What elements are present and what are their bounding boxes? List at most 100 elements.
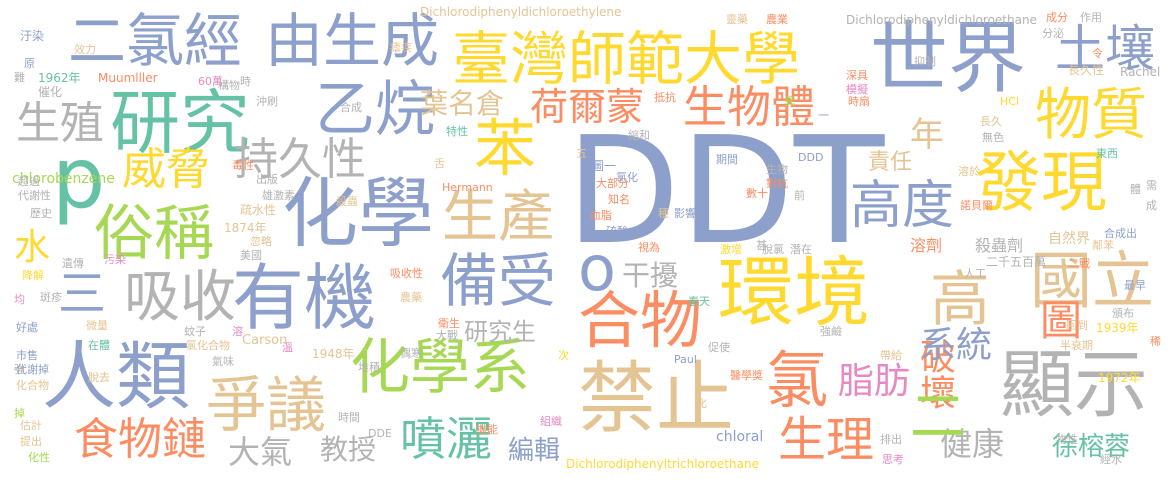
word-dde: DDE [368, 427, 392, 440]
word-gang: 剛 [582, 169, 593, 182]
word-pollution-a: 汙染 [20, 29, 45, 43]
word-25-million: 二千五百萬 [986, 255, 1047, 269]
word-ddt: DDT [566, 105, 885, 277]
word-war: 大戰 [436, 329, 458, 342]
word-chem-nature: 化性 [28, 451, 50, 464]
word-chlor-compound: 氯化合物 [186, 339, 230, 352]
word-chloral: chloral [716, 429, 764, 445]
word-condense: 縮和 [628, 129, 650, 142]
word-nobel: 諾貝爾 [960, 199, 993, 212]
word-human: 人類 [42, 334, 190, 420]
word-ntnu: 臺灣師範大學 [452, 25, 801, 93]
word-function: 機能 [476, 423, 498, 436]
word-shen: 甚 [756, 239, 767, 252]
word-ddt-full: Dichlorodiphenyltrichloroethane [566, 457, 759, 471]
word-discover: 發現 [975, 144, 1107, 221]
word-system: 系統 [920, 325, 993, 366]
word-history: 歷史 [30, 207, 52, 220]
word-physical: 物性 [1056, 433, 1078, 446]
word-organic: 有機 [232, 256, 377, 340]
word-metabolic: 代謝性 [18, 189, 51, 202]
word-cheng: 成 [1146, 199, 1157, 212]
word-rong: 溶 [232, 325, 243, 338]
word-promote: 促使 [708, 341, 730, 354]
word-interference: 干擾 [622, 259, 679, 292]
word-structure: 構物 [218, 79, 240, 92]
word-compound: 合物 [578, 284, 703, 357]
word-display: 顯示 [1000, 342, 1148, 428]
word-p: p [52, 129, 106, 227]
word-profound: 深具 [846, 69, 868, 82]
word-carson: Carson [242, 333, 288, 348]
word-hcl: HCl [1000, 95, 1020, 108]
word-ye-mingcang: 葉名倉 [420, 87, 505, 120]
word-earliest: 最早 [1124, 279, 1146, 292]
word-before: 前 [794, 189, 805, 202]
word-regard-as: 視為 [638, 241, 660, 254]
word-degrade: 降解 [22, 269, 44, 282]
word-via-water: 經水 [1100, 453, 1122, 466]
word-ddd-full: Dichlorodiphenyldichloroethane [846, 13, 1037, 27]
word-atmosphere: 大氣 [228, 433, 293, 471]
word-compound-small: 化合物 [16, 379, 49, 392]
word-benefit: 好處 [16, 321, 38, 334]
word-famous: 知名 [608, 193, 630, 206]
word-organism: 生物體 [683, 82, 815, 133]
word-destroy: 破壞 [914, 338, 955, 410]
word-chemistry: 化學 [282, 169, 434, 258]
word-catalyze: 催化 [38, 85, 63, 99]
word-chlorinate: 氯化 [616, 171, 638, 184]
word-diao: 掉 [14, 407, 25, 420]
word-half-life: 半衰期 [1060, 339, 1093, 352]
word-sulfuric: 硫酸 [606, 225, 628, 238]
word-long: 長久 [980, 115, 1002, 128]
word-1948: 1948年 [312, 347, 355, 361]
word-wu: 五 [576, 147, 587, 160]
word-different: 異 [784, 95, 795, 108]
word-yuan: 原 [24, 57, 35, 70]
word-1962: 1962年 [38, 71, 81, 85]
word-elixir: 靈藥 [726, 13, 748, 26]
word-physiology: 生理 [778, 412, 875, 468]
word-muller: Muumlller [98, 71, 158, 85]
word-mimic: 模擬 [846, 83, 868, 96]
word-environment: 環境 [718, 248, 870, 337]
word-wash: 沖刷 [256, 95, 278, 108]
word-dozens: 數十 [746, 187, 768, 200]
word-highly: 高度 [850, 176, 955, 236]
word-shi: 時 [240, 75, 251, 88]
word-artificial: 人工 [964, 267, 986, 280]
word-persistence: 持久性 [234, 134, 366, 185]
word-in-body: 在體 [88, 339, 110, 352]
word-ti: 體 [1130, 183, 1141, 196]
word-agriculture: 農業 [766, 13, 788, 26]
word-time-fan: 時扇 [848, 95, 870, 108]
word-think: 思考 [882, 453, 904, 466]
word-chill: 偶寒 [400, 347, 422, 360]
word-reproduction: 生殖 [16, 98, 104, 149]
word-o: o [578, 232, 616, 305]
word-strong-base: 強鹼 [820, 325, 842, 338]
word-jun: 均 [14, 293, 25, 306]
word-xu: 需 [1146, 179, 1157, 192]
word-excrete: 排出 [880, 433, 902, 446]
word-secrete: 分泌 [1042, 27, 1064, 40]
word-spray: 噴灑 [400, 412, 492, 466]
word-figure: 圖 [1040, 296, 1083, 345]
word-usa: 美國 [240, 249, 262, 262]
word-subject-to: 備受 [440, 247, 557, 315]
word-remove: 脫去 [88, 371, 110, 384]
word-potential: 潛在 [790, 243, 812, 256]
word-soil: 土壤 [1055, 20, 1155, 78]
word-absorb: 吸收 [124, 265, 236, 330]
word-substance: 物質 [1035, 83, 1147, 148]
word-solvent: 溶劑 [910, 236, 943, 255]
word-xi: 稀 [1150, 335, 1161, 348]
word-benzene: 苯 [474, 112, 537, 185]
word-ingredient: 成分 [1046, 11, 1068, 24]
word-nan: 難 [14, 71, 25, 84]
word-propose: 提出 [20, 435, 42, 448]
word-spring: 春天 [688, 295, 710, 308]
word-threat: 威脅 [122, 144, 210, 195]
